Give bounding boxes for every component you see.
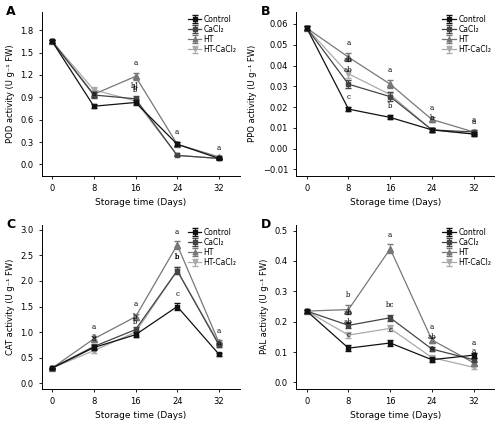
X-axis label: Storage time (Days): Storage time (Days) <box>350 199 441 207</box>
Text: b: b <box>134 86 138 94</box>
Text: ab: ab <box>344 66 353 74</box>
Text: c: c <box>346 93 350 101</box>
Legend: Control, CaCl₂, HT, HT-CaCl₂: Control, CaCl₂, HT, HT-CaCl₂ <box>187 227 238 268</box>
Text: a: a <box>430 104 434 112</box>
Text: C: C <box>6 218 15 231</box>
Text: a: a <box>430 323 434 331</box>
Y-axis label: PPO activity (U g⁻¹ FW): PPO activity (U g⁻¹ FW) <box>248 45 257 142</box>
Text: a: a <box>472 347 476 355</box>
Text: a: a <box>134 59 138 67</box>
Text: a: a <box>92 322 96 331</box>
Text: a: a <box>472 118 476 126</box>
Text: a: a <box>472 116 476 124</box>
Text: ab: ab <box>344 318 353 326</box>
Text: c: c <box>175 290 179 298</box>
Text: b: b <box>134 318 138 326</box>
Text: a: a <box>430 343 434 351</box>
Text: b: b <box>346 291 350 299</box>
Text: a: a <box>472 352 476 360</box>
Text: a: a <box>175 128 180 136</box>
X-axis label: Storage time (Days): Storage time (Days) <box>95 412 186 420</box>
Y-axis label: POD activity (U g⁻¹ FW): POD activity (U g⁻¹ FW) <box>6 44 15 143</box>
Text: b: b <box>430 114 434 122</box>
Text: a: a <box>346 39 350 47</box>
Text: a: a <box>92 332 96 340</box>
X-axis label: Storage time (Days): Storage time (Days) <box>350 412 441 420</box>
Y-axis label: PAL activity (U g⁻¹ FW): PAL activity (U g⁻¹ FW) <box>260 259 269 354</box>
Text: a: a <box>217 339 221 347</box>
Text: a: a <box>92 335 96 343</box>
Text: ab: ab <box>344 308 353 317</box>
Text: a: a <box>92 90 96 98</box>
Text: B: B <box>260 5 270 18</box>
Text: bc: bc <box>386 301 394 309</box>
X-axis label: Storage time (Days): Storage time (Days) <box>95 199 186 207</box>
Text: a: a <box>217 327 221 335</box>
Text: D: D <box>260 218 271 231</box>
Text: a: a <box>175 227 180 236</box>
Text: a: a <box>134 300 138 308</box>
Legend: Control, CaCl₂, HT, HT-CaCl₂: Control, CaCl₂, HT, HT-CaCl₂ <box>442 227 492 268</box>
Legend: Control, CaCl₂, HT, HT-CaCl₂: Control, CaCl₂, HT, HT-CaCl₂ <box>442 14 492 55</box>
Text: ab: ab <box>428 333 436 341</box>
Text: A: A <box>6 5 16 18</box>
Text: a: a <box>388 66 392 74</box>
Text: b: b <box>175 253 180 261</box>
Text: a: a <box>217 144 221 152</box>
Y-axis label: CAT activity (U g⁻¹ FW): CAT activity (U g⁻¹ FW) <box>6 258 15 355</box>
Text: b1: b1 <box>131 82 140 90</box>
Text: a: a <box>388 230 392 239</box>
Text: b: b <box>175 253 180 261</box>
Legend: Control, CaCl₂, HT, HT-CaCl₂: Control, CaCl₂, HT, HT-CaCl₂ <box>187 14 238 55</box>
Text: c: c <box>346 331 350 340</box>
Text: b: b <box>134 84 138 92</box>
Text: b: b <box>175 141 180 149</box>
Text: b: b <box>388 101 392 109</box>
Text: c: c <box>388 326 392 334</box>
Text: a: a <box>472 339 476 347</box>
Text: b: b <box>134 313 138 321</box>
Text: ab: ab <box>344 56 353 64</box>
